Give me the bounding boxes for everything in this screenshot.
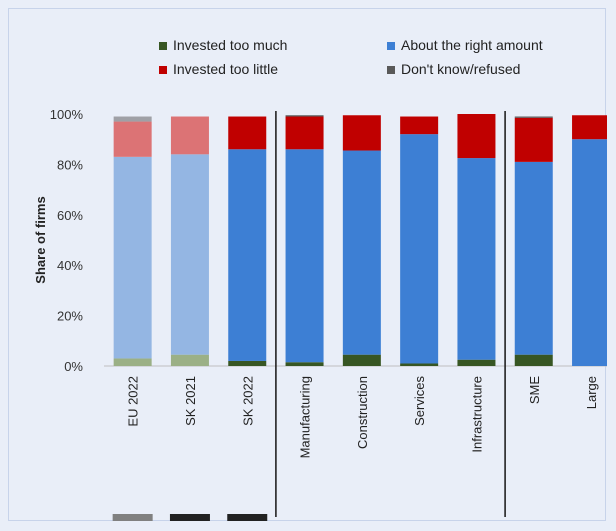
y-axis-title: Share of firms xyxy=(33,196,48,283)
bar-segment xyxy=(572,139,607,366)
y-tick-label: 100% xyxy=(50,107,84,122)
category-label: SK 2021 xyxy=(183,376,198,426)
bar-segment xyxy=(457,114,496,159)
bar-segment xyxy=(285,149,324,363)
bar-segment xyxy=(113,358,152,366)
legend-swatch xyxy=(159,66,167,74)
bar-segment xyxy=(457,158,496,360)
bar-segment xyxy=(228,360,267,366)
bar-segment xyxy=(113,116,152,122)
legend-label: Invested too much xyxy=(173,37,287,53)
footer-marker xyxy=(227,514,268,521)
legend-label: Don't know/refused xyxy=(401,61,520,77)
category-label: Services xyxy=(412,376,427,426)
bar-segment xyxy=(457,359,496,366)
bar-segment xyxy=(342,115,381,151)
legend-swatch xyxy=(387,66,395,74)
bar-segment xyxy=(400,134,439,364)
bar-segment xyxy=(228,116,267,150)
footer-marker xyxy=(169,514,210,521)
bar-segment xyxy=(400,116,439,135)
bar-segment xyxy=(170,116,209,155)
bar-segment xyxy=(285,115,324,117)
legend-label: Invested too little xyxy=(173,61,278,77)
bar-segment xyxy=(113,156,152,359)
bar-segment xyxy=(170,154,209,355)
chart-frame: Invested too much About the right amount I… xyxy=(8,8,607,521)
y-tick-label: 0% xyxy=(64,359,83,374)
bar-segment xyxy=(342,150,381,355)
category-label: SME xyxy=(527,376,542,405)
category-label: EU 2022 xyxy=(126,376,141,427)
bar-segment xyxy=(514,161,553,355)
bar-segment xyxy=(113,121,152,157)
bar-segment xyxy=(285,116,324,150)
y-tick-label: 60% xyxy=(57,208,83,223)
category-label: Manufacturing xyxy=(298,376,313,458)
y-tick-label: 80% xyxy=(57,157,83,172)
bar-segment xyxy=(514,354,553,366)
bar-segment xyxy=(514,116,553,118)
category-label: Infrastructure xyxy=(469,376,484,453)
bar-segment xyxy=(342,354,381,366)
legend-swatch xyxy=(159,42,167,50)
bar-segment xyxy=(228,149,267,361)
category-label: Large xyxy=(584,376,599,409)
bar-segment xyxy=(514,117,553,162)
category-label: SK 2022 xyxy=(240,376,255,426)
bar-segment xyxy=(400,363,439,366)
legend-label: About the right amount xyxy=(401,37,543,53)
bar-segment xyxy=(170,354,209,366)
bar-segment xyxy=(572,115,607,140)
y-tick-label: 20% xyxy=(57,309,83,324)
category-label: Construction xyxy=(355,376,370,449)
bar-segment xyxy=(285,362,324,366)
y-tick-label: 40% xyxy=(57,258,83,273)
stacked-bar-chart: Invested too much About the right amount I… xyxy=(33,37,607,521)
footer-marker xyxy=(112,514,153,521)
legend-swatch xyxy=(387,42,395,50)
